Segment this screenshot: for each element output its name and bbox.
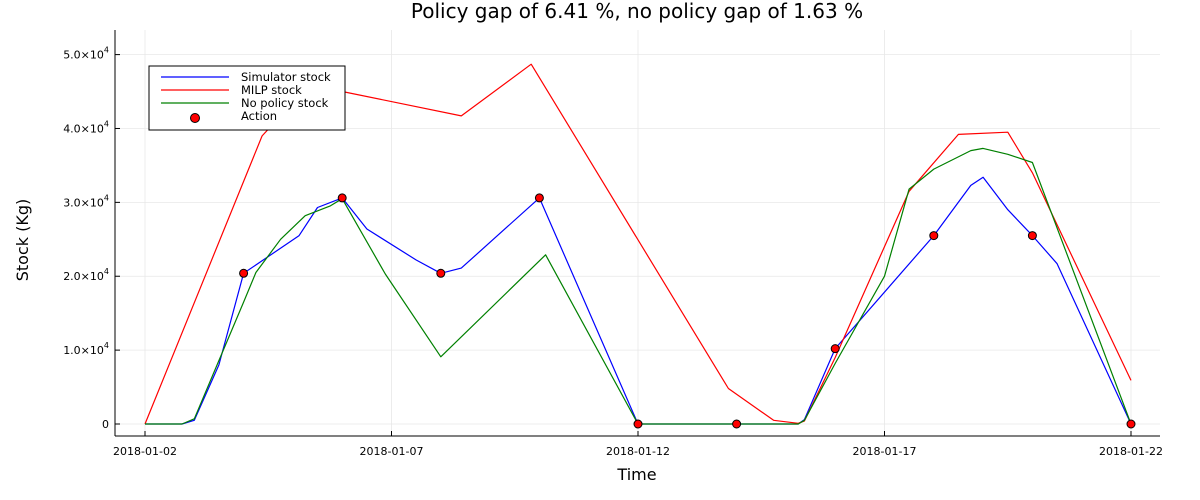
y-tick-label: 2.0×104: [63, 267, 109, 283]
action-point: [1027, 231, 1037, 241]
x-tick-label: 2018-01-12: [606, 445, 670, 458]
action-point: [436, 268, 446, 278]
x-tick-label: 2018-01-17: [853, 445, 917, 458]
action-point: [337, 193, 347, 203]
no-policy-stock-line: [145, 147, 1132, 425]
x-tick-label: 2018-01-02: [113, 445, 177, 458]
x-tick-label: 2018-01-07: [360, 445, 424, 458]
y-tick-label: 1.0×104: [63, 341, 109, 357]
action-point: [534, 193, 544, 203]
legend-label-simulator-stock: Simulator stock: [241, 70, 331, 84]
y-tick-label: 5.0×104: [63, 46, 109, 62]
legend-label-action: Action: [241, 109, 277, 123]
legend-swatch-action: [190, 113, 200, 123]
x-tick-label: 2018-01-22: [1099, 445, 1163, 458]
action-point: [732, 419, 742, 429]
legend-label-milp-stock: MILP stock: [241, 83, 302, 97]
axes: 2018-01-02 2018-01-07 2018-01-12 2018-01-17…: [63, 30, 1163, 458]
x-axis-label: Time: [616, 465, 656, 484]
action-point: [239, 268, 249, 278]
action-point: [929, 231, 939, 241]
chart-title: Policy gap of 6.41 %, no policy gap of 1…: [411, 0, 863, 23]
y-tick-label: 0: [102, 418, 109, 431]
action-point: [633, 419, 643, 429]
y-tick-label: 3.0×104: [63, 193, 109, 209]
y-tick-label: 4.0×104: [63, 119, 109, 135]
y-axis-label: Stock (Kg): [13, 199, 32, 282]
action-point: [830, 344, 840, 354]
action-point: [1126, 419, 1136, 429]
legend-label-no-policy-stock: No policy stock: [241, 96, 329, 110]
